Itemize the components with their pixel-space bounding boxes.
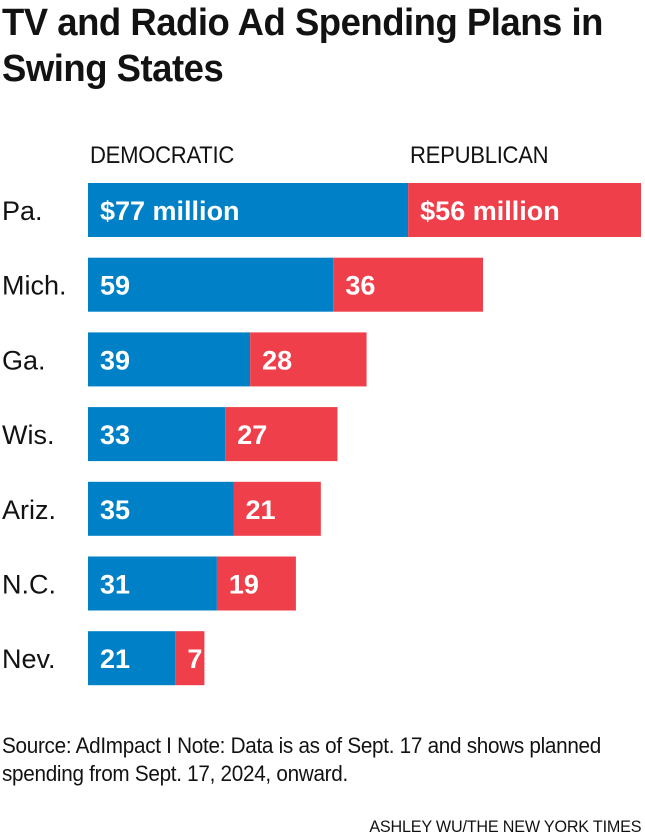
state-label: Ga.	[2, 345, 46, 375]
value-label-republican: 19	[229, 570, 259, 600]
bar-democratic	[88, 556, 217, 611]
state-label: N.C.	[2, 570, 56, 600]
bar-republican	[333, 257, 483, 312]
bar-row: Mich. 59 36	[2, 257, 483, 312]
value-label-republican: 28	[262, 345, 292, 375]
bar-democratic	[88, 407, 226, 462]
credit-line: ASHLEY WU/THE NEW YORK TIMES	[369, 817, 641, 836]
value-label-republican: 27	[237, 420, 267, 450]
bar-row: Nev. 21 7	[2, 631, 205, 686]
legend-democratic: DEMOCRATIC	[90, 142, 235, 169]
bar-republican	[225, 407, 338, 462]
bar-democratic	[88, 631, 176, 686]
bar-republican	[250, 332, 367, 387]
legend-republican: REPUBLICAN	[410, 142, 549, 169]
value-label-democratic: 31	[100, 570, 130, 600]
bar-democratic	[88, 183, 409, 237]
bar-republican	[216, 556, 296, 611]
bar-democratic	[88, 257, 334, 312]
state-label: Nev.	[2, 644, 56, 674]
state-label: Pa.	[2, 196, 43, 226]
source-note: Source: AdImpact I Note: Data is as of S…	[2, 733, 602, 786]
value-label-democratic: 59	[100, 271, 130, 301]
bar-row: Pa. $77 million $56 million	[2, 183, 641, 237]
value-label-republican: 7	[187, 644, 202, 674]
value-label-democratic: 35	[100, 495, 130, 525]
value-label-republican: 36	[345, 271, 375, 301]
bar-row: N.C. 31 19	[2, 556, 296, 611]
bar-republican	[233, 481, 321, 536]
bar-chart: Pa. $77 million $56 million Mich. 59 36 Ga. 39 2…	[2, 183, 641, 686]
bar-row: Ariz. 35 21	[2, 481, 321, 536]
state-label: Wis.	[2, 420, 54, 450]
bar-democratic	[88, 481, 234, 536]
bar-row: Wis. 33 27	[2, 407, 338, 462]
bar-row: Ga. 39 28	[2, 332, 367, 387]
value-label-democratic: 21	[100, 644, 130, 674]
chart-title: TV and Radio Ad Spending Plans in Swing …	[2, 2, 603, 90]
value-label-republican: $56 million	[420, 196, 560, 226]
value-label-democratic: 39	[100, 345, 130, 375]
value-label-republican: 21	[246, 495, 276, 525]
value-label-democratic: $77 million	[100, 196, 240, 226]
state-label: Ariz.	[2, 495, 56, 525]
state-label: Mich.	[2, 271, 67, 301]
bar-republican	[408, 183, 641, 237]
bar-republican	[175, 631, 205, 686]
bar-democratic	[88, 332, 251, 387]
value-label-democratic: 33	[100, 420, 130, 450]
